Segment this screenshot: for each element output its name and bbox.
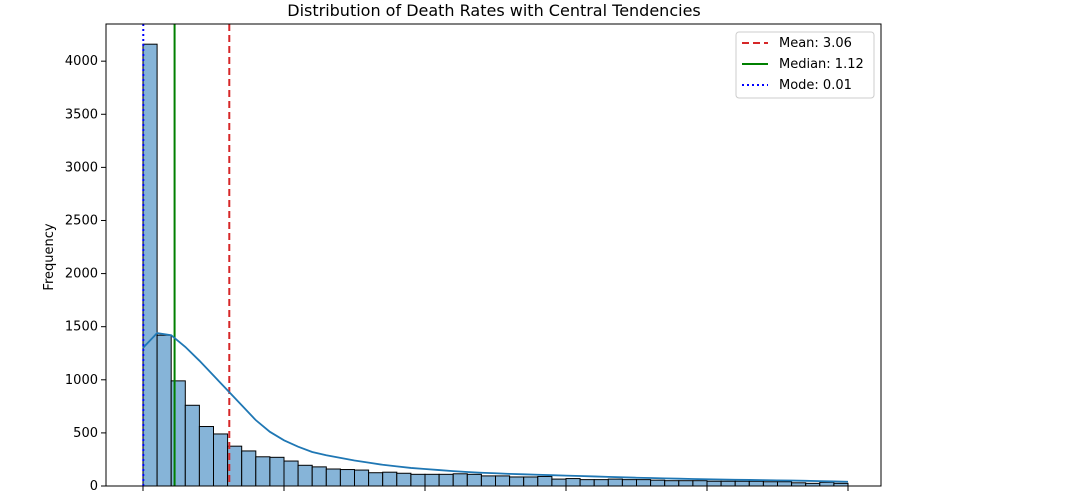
histogram-bar xyxy=(339,469,355,487)
histogram-bar xyxy=(452,473,468,487)
histogram-bar xyxy=(650,479,666,487)
y-axis-label: Frequency xyxy=(42,223,57,290)
histogram-bar xyxy=(621,479,638,487)
histogram-bars xyxy=(142,43,849,487)
histogram-bar xyxy=(297,464,313,487)
legend-label: Mean: 3.06 xyxy=(779,36,852,51)
histogram-bar xyxy=(311,466,327,487)
histogram-bar xyxy=(579,479,595,487)
histogram-bar xyxy=(438,473,454,487)
histogram-bar xyxy=(213,433,229,487)
histogram-bar xyxy=(720,480,736,487)
histogram-bar xyxy=(368,472,384,487)
histogram-bar xyxy=(354,469,370,487)
y-axis-ticks: 0 500 1000 1500 2000 2500 3000 3500 4000 xyxy=(65,54,106,494)
histogram-bar xyxy=(777,481,793,487)
chart-title: Distribution of Death Rates with Central… xyxy=(287,1,701,20)
histogram-bar xyxy=(269,456,285,487)
x-axis-ticks xyxy=(142,486,849,491)
y-tick-label: 1500 xyxy=(65,320,98,335)
histogram-bar xyxy=(480,475,496,487)
histogram-bar xyxy=(396,472,412,487)
histogram-bar xyxy=(636,479,652,487)
histogram-bar xyxy=(241,450,257,487)
histogram-bar xyxy=(523,476,539,487)
legend: Mean: 3.06 Median: 1.12 Mode: 0.01 xyxy=(735,31,875,99)
histogram-bar xyxy=(424,473,440,487)
y-tick-label: 4000 xyxy=(65,54,98,69)
y-tick-label: 0 xyxy=(90,479,98,494)
histogram-bar xyxy=(325,468,341,487)
y-tick-label: 1000 xyxy=(65,373,98,388)
legend-box xyxy=(735,31,875,99)
histogram-bar xyxy=(607,478,623,487)
histogram-bar xyxy=(565,478,581,487)
histogram-bar xyxy=(664,480,680,487)
histogram-bar xyxy=(198,426,214,487)
histogram-bar xyxy=(184,404,200,487)
reference-lines xyxy=(142,24,231,486)
histogram-bar xyxy=(466,473,482,487)
histogram-bar xyxy=(593,479,609,487)
y-tick-label: 3500 xyxy=(65,107,98,122)
histogram-bar xyxy=(255,456,271,487)
histogram-bar xyxy=(819,481,835,487)
plot-frame xyxy=(105,23,882,487)
histogram-bar xyxy=(495,475,511,487)
histogram-bar xyxy=(706,480,722,487)
histogram-bar xyxy=(678,480,694,487)
histogram-bar xyxy=(156,334,172,487)
legend-label: Median: 1.12 xyxy=(779,57,864,72)
histogram-bar xyxy=(551,478,567,487)
histogram-bar xyxy=(748,480,764,487)
kde-curve xyxy=(142,332,849,483)
histogram-bar xyxy=(410,473,426,487)
histogram-bar xyxy=(537,475,553,487)
histogram-bar xyxy=(382,471,398,487)
y-tick-label: 2500 xyxy=(65,213,98,228)
legend-label: Mode: 0.01 xyxy=(779,78,852,93)
histogram-bar xyxy=(142,43,158,487)
y-tick-label: 500 xyxy=(73,426,98,441)
histogram-bar xyxy=(283,460,299,487)
y-tick-label: 2000 xyxy=(65,267,98,282)
histogram-bar xyxy=(509,476,525,487)
histogram-bar xyxy=(170,380,186,487)
y-tick-label: 3000 xyxy=(65,160,98,175)
histogram-bar xyxy=(734,480,750,487)
histogram-bar xyxy=(762,481,779,487)
histogram-bar xyxy=(692,480,708,487)
